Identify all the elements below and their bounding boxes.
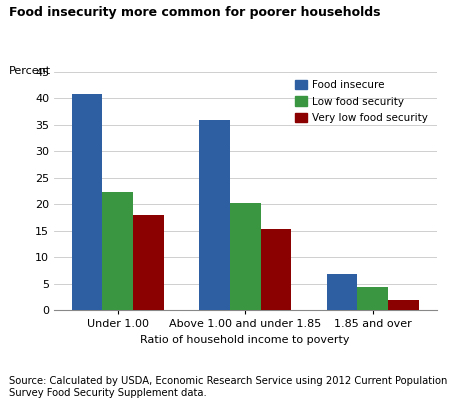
Bar bbox=[230, 203, 261, 310]
Text: Source: Calculated by USDA, Economic Research Service using 2012 Current Populat: Source: Calculated by USDA, Economic Res… bbox=[9, 377, 447, 398]
Bar bbox=[199, 121, 230, 310]
Legend: Food insecure, Low food security, Very low food security: Food insecure, Low food security, Very l… bbox=[292, 77, 431, 126]
Bar bbox=[357, 287, 388, 310]
Bar bbox=[133, 215, 164, 310]
Bar bbox=[388, 300, 418, 310]
Bar bbox=[261, 229, 291, 310]
X-axis label: Ratio of household income to poverty: Ratio of household income to poverty bbox=[140, 335, 350, 345]
Bar bbox=[72, 94, 103, 310]
Text: Food insecurity more common for poorer households: Food insecurity more common for poorer h… bbox=[9, 6, 381, 19]
Bar bbox=[103, 191, 133, 310]
Bar bbox=[327, 274, 357, 310]
Text: Percent: Percent bbox=[9, 66, 51, 76]
